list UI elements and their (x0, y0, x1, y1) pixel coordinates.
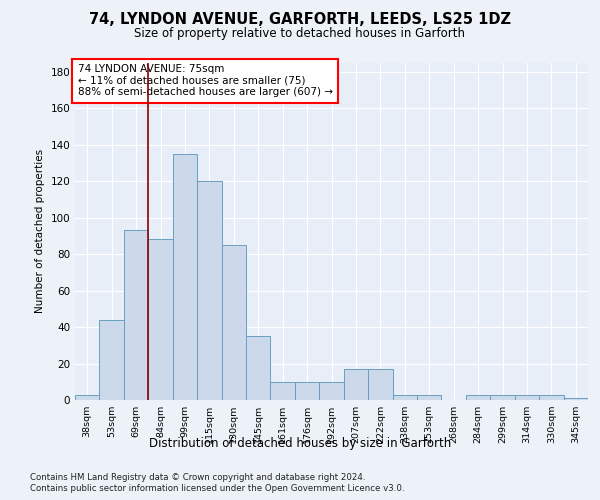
Bar (417, 394, 442, 400)
Bar (563, 398, 588, 400)
Text: Contains HM Land Registry data © Crown copyright and database right 2024.: Contains HM Land Registry data © Crown c… (30, 472, 365, 482)
Bar (319, 382, 344, 400)
Bar (295, 382, 319, 400)
Bar (515, 394, 539, 400)
Bar (490, 394, 515, 400)
Bar (221, 245, 246, 400)
Bar (148, 240, 173, 400)
Bar (173, 154, 197, 400)
Bar (124, 230, 148, 400)
Bar (100, 320, 124, 400)
Bar (271, 382, 295, 400)
Text: 74 LYNDON AVENUE: 75sqm
← 11% of detached houses are smaller (75)
88% of semi-de: 74 LYNDON AVENUE: 75sqm ← 11% of detache… (77, 64, 332, 98)
Bar (539, 394, 563, 400)
Y-axis label: Number of detached properties: Number of detached properties (35, 149, 45, 314)
Bar (197, 181, 221, 400)
Bar (246, 336, 271, 400)
Bar (392, 394, 417, 400)
Text: Size of property relative to detached houses in Garforth: Size of property relative to detached ho… (134, 28, 466, 40)
Text: Contains public sector information licensed under the Open Government Licence v3: Contains public sector information licen… (30, 484, 404, 493)
Bar (75, 394, 100, 400)
Bar (368, 369, 392, 400)
Text: Distribution of detached houses by size in Garforth: Distribution of detached houses by size … (149, 438, 451, 450)
Bar (344, 369, 368, 400)
Text: 74, LYNDON AVENUE, GARFORTH, LEEDS, LS25 1DZ: 74, LYNDON AVENUE, GARFORTH, LEEDS, LS25… (89, 12, 511, 28)
Bar (466, 394, 490, 400)
